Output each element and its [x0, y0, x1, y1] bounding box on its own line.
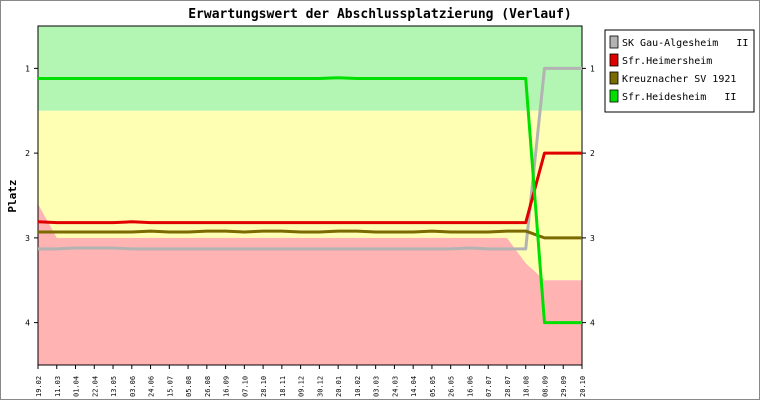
x-tick-label: 24.03	[391, 376, 399, 397]
x-tick-label: 15.07	[166, 376, 174, 397]
legend-entry: SK Gau-Algesheim II	[622, 38, 748, 49]
chart-title: Erwartungswert der Abschlussplatzierung …	[188, 7, 572, 22]
x-tick-label: 01.04	[73, 376, 81, 397]
series-lines	[37, 66, 582, 325]
x-tick-label: 18.08	[523, 376, 531, 397]
axes: 1 1 2 2 3 3 4 4 19.02 11.03 01.04 22.04 13.05 03.06 24…	[25, 25, 595, 397]
legend-swatch	[609, 89, 619, 103]
x-tick-label: 11.03	[54, 376, 62, 397]
x-tick-label: 30.12	[316, 376, 324, 397]
x-tick-label: 05.08	[185, 376, 193, 397]
legend-entry: Sfr.Heidesheim II	[622, 92, 736, 103]
x-tick-label: 19.02	[35, 376, 43, 397]
x-tick-label: 13.05	[110, 376, 118, 397]
x-tick-label: 29.09	[560, 376, 568, 397]
y-tick-label-right: 2	[590, 149, 595, 158]
series-line	[37, 151, 582, 225]
x-tick-label: 24.06	[148, 376, 156, 397]
x-tick-label: 22.04	[91, 376, 99, 397]
x-tick-label: 16.06	[466, 376, 474, 397]
zone-green	[38, 26, 582, 111]
x-tick-label: 10.02	[354, 376, 362, 397]
x-tick-label: 05.05	[429, 376, 437, 397]
legend: SK Gau-Algesheim II Sfr.Heimersheim Kreuzn…	[604, 29, 755, 113]
legend-box	[604, 29, 755, 113]
x-tick-label: 28.07	[504, 376, 512, 397]
x-tick-label: 26.05	[448, 376, 456, 397]
x-tick-label: 07.10	[241, 376, 249, 397]
x-tick-label: 03.06	[129, 376, 137, 397]
zone-bands	[38, 26, 582, 365]
legend-swatch	[609, 35, 619, 49]
y-tick-label-right: 3	[590, 234, 595, 243]
legend-swatch	[609, 53, 619, 67]
legend-entry: Sfr.Heimersheim	[622, 56, 712, 67]
x-tick-label: 14.04	[410, 376, 418, 397]
series-line	[38, 229, 582, 240]
y-axis-label: Platz	[6, 179, 19, 212]
plot-frame	[37, 25, 583, 366]
x-tick-label: 08.09	[541, 376, 549, 397]
y-tick-label-right: 4	[590, 319, 595, 328]
zone-red	[38, 203, 582, 365]
x-tick-label: 09.12	[298, 376, 306, 397]
series-line	[38, 66, 582, 251]
y-tick-label-left: 3	[25, 234, 30, 243]
x-tick-label: 16.09	[223, 376, 231, 397]
y-tick-label-left: 4	[25, 319, 30, 328]
x-tick-label: 26.08	[204, 376, 212, 397]
series-line	[38, 76, 582, 325]
y-tick-label-left: 1	[25, 64, 30, 73]
x-tick-label: 07.07	[485, 376, 493, 397]
x-tick-label: 20.01	[335, 376, 343, 397]
legend-entry: Kreuznacher SV 1921	[622, 74, 736, 85]
x-tick-label: 28.10	[260, 376, 268, 397]
x-tick-label: 18.11	[279, 376, 287, 397]
legend-swatch	[609, 71, 619, 85]
x-tick-label: 03.03	[373, 376, 381, 397]
x-tick-label: 20.10	[579, 376, 587, 397]
y-tick-label-left: 2	[25, 149, 30, 158]
y-tick-label-right: 1	[590, 64, 595, 73]
